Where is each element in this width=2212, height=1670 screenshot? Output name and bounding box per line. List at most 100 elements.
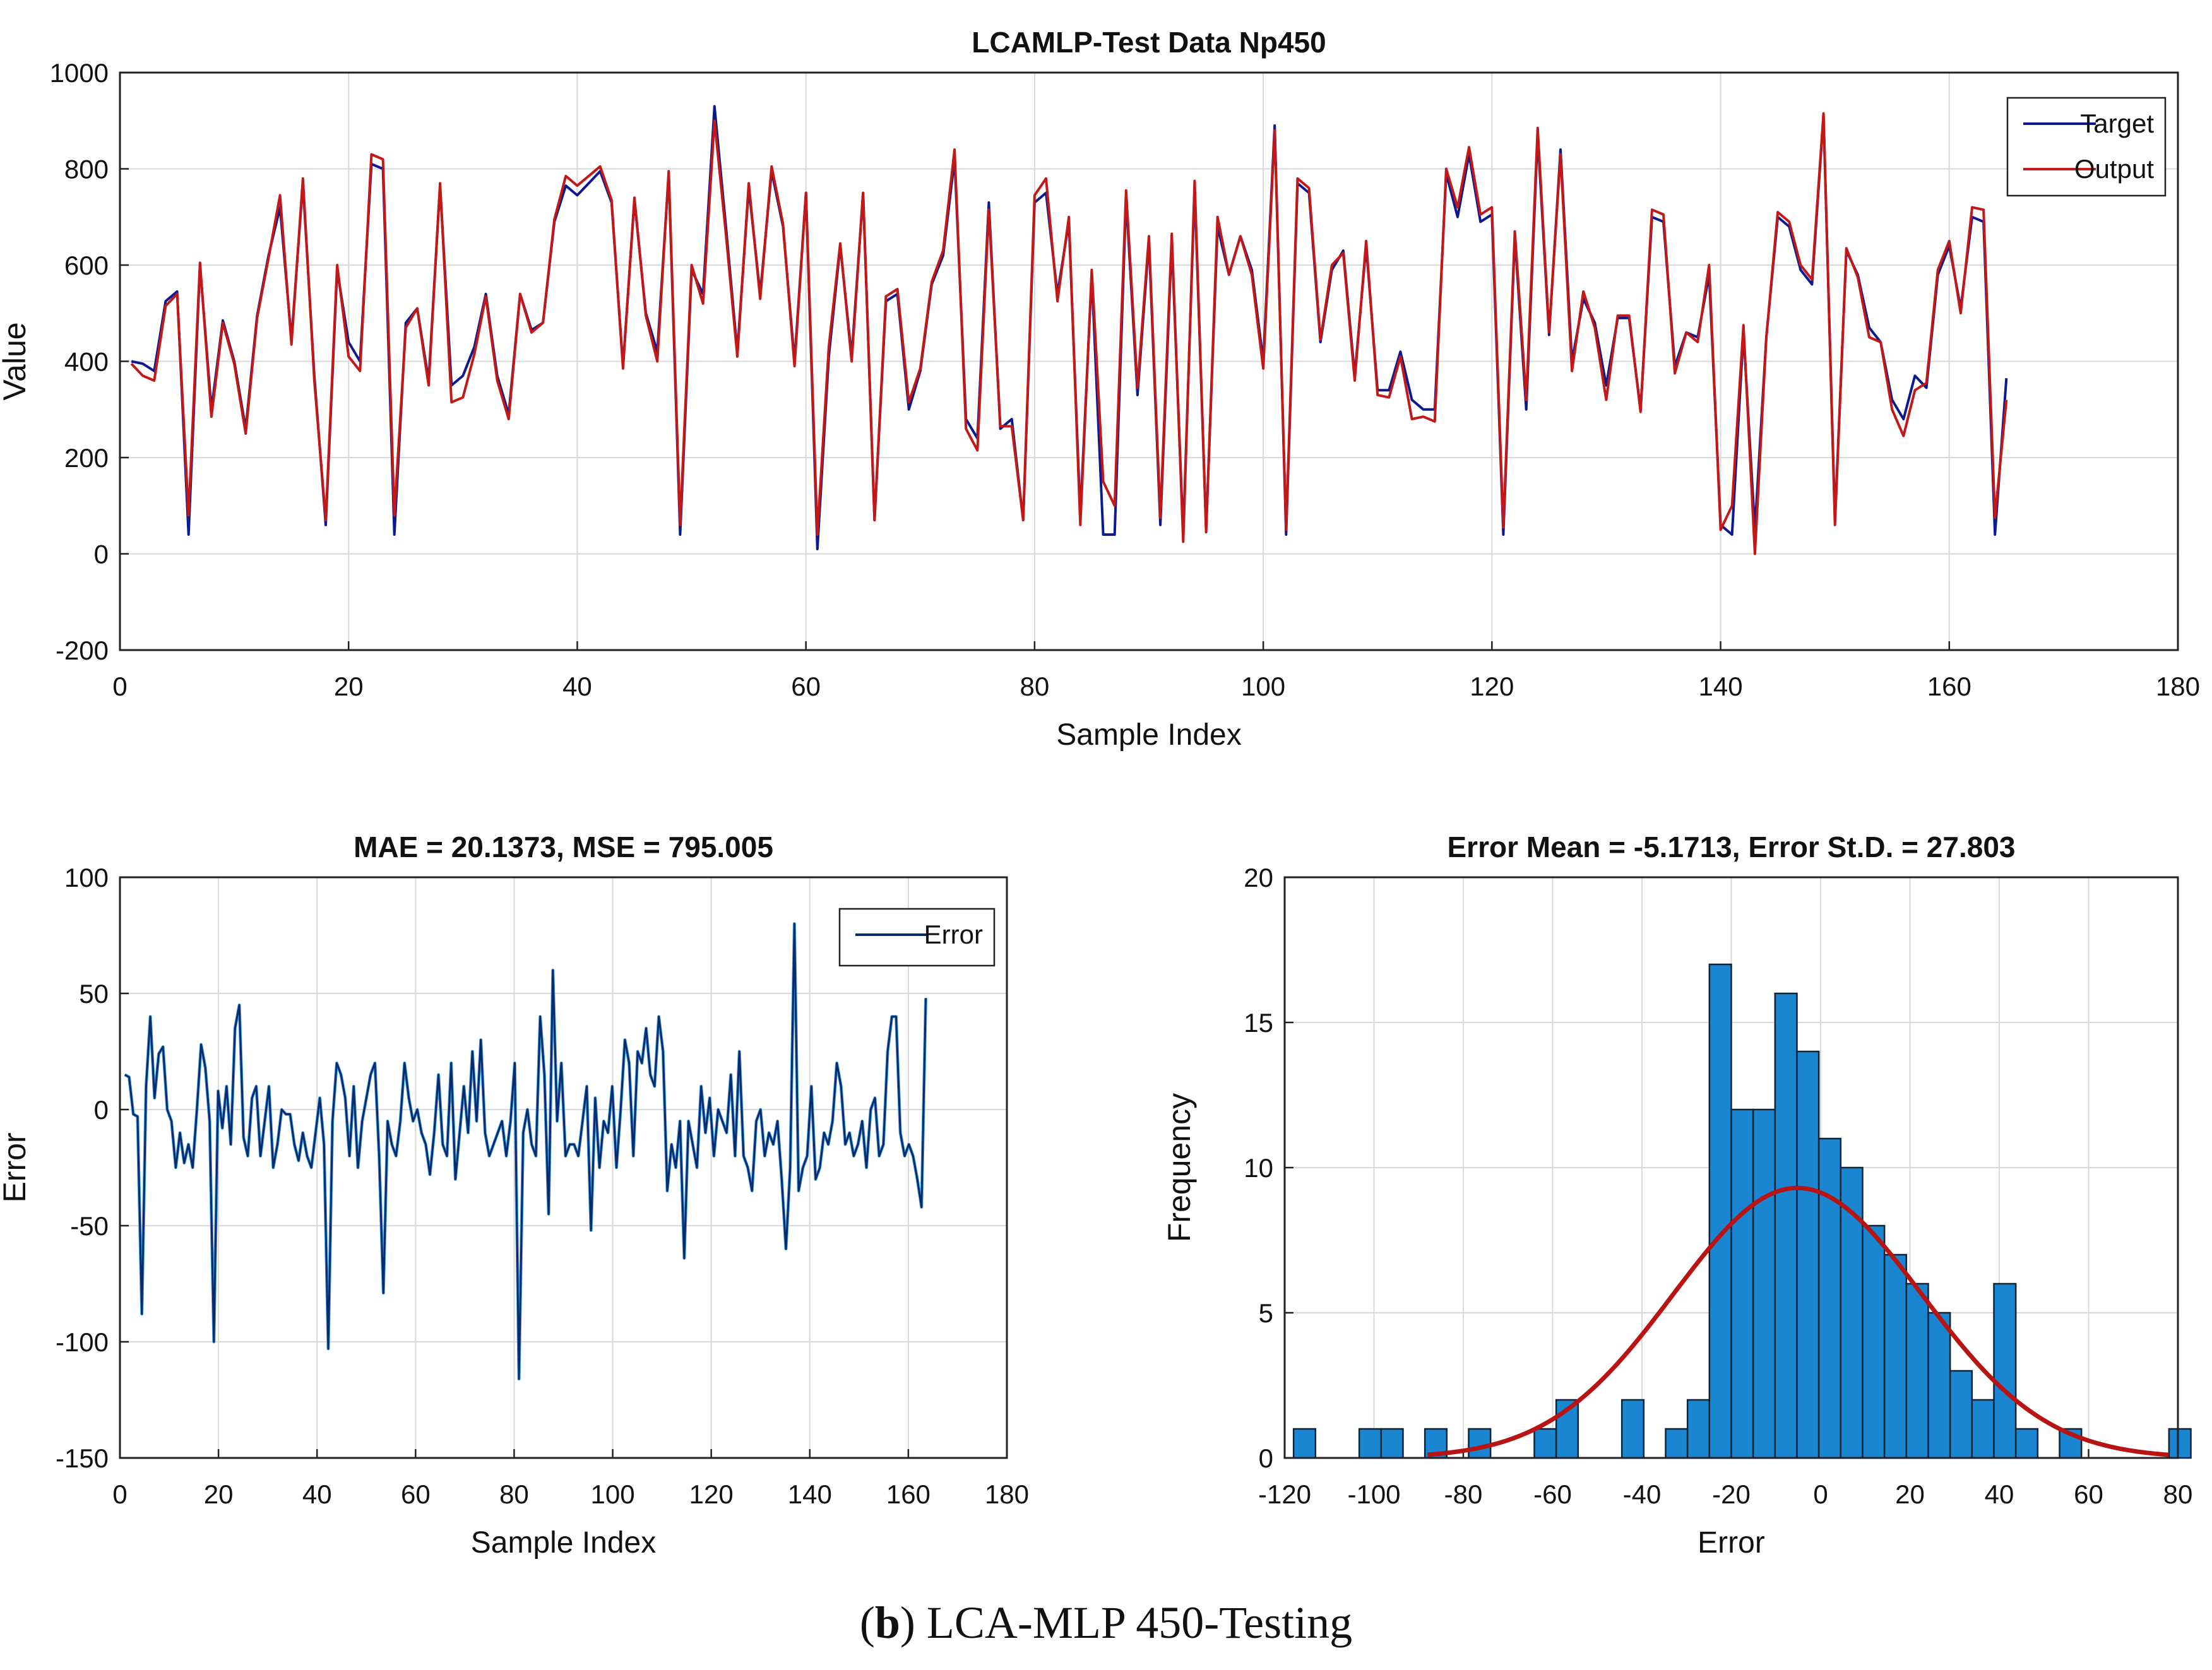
hist-chart-bar (1752, 1108, 1776, 1459)
error-chart-ytick-label: 50 (79, 979, 109, 1009)
hist-chart-xtick-label: -40 (1623, 1479, 1662, 1509)
hist-chart-xtick-label: 60 (2074, 1479, 2103, 1509)
hist-chart-ytick-label: 0 (1259, 1443, 1273, 1473)
caption-text: LCA-MLP 450-Testing (926, 1597, 1353, 1648)
hist-chart-xtick-label: 80 (2163, 1479, 2193, 1509)
hist-chart-bar (1358, 1428, 1382, 1459)
hist-chart-xtick-label: 20 (1895, 1479, 1925, 1509)
error-chart-series-error (124, 923, 927, 1380)
error-chart-ytick-label: 0 (94, 1095, 109, 1125)
figure-caption: (b) LCA-MLP 450-Testing (859, 1597, 1353, 1648)
error-chart-title: MAE = 20.1373, MSE = 795.005 (354, 831, 773, 863)
caption-label: b (874, 1597, 900, 1648)
hist-chart-bar (1468, 1428, 1492, 1459)
top-chart-xtick-label: 40 (562, 672, 592, 701)
error-chart-xlabel: Sample Index (471, 1526, 657, 1560)
hist-chart-xtick-label: -80 (1444, 1479, 1483, 1509)
top-chart-legend-box (2006, 97, 2167, 197)
top-chart-ytick-label: 800 (64, 155, 109, 184)
error-chart-xtick-label: 180 (985, 1479, 1029, 1509)
error-chart-ytick-label: 100 (64, 863, 109, 892)
hist-chart-bar (1708, 963, 1732, 1459)
hist-chart-bar (1380, 1428, 1404, 1459)
error-chart-ytick-label: -100 (56, 1327, 109, 1357)
top-chart-ytick-label: 600 (64, 251, 109, 280)
hist-chart-ytick-label: 15 (1244, 1008, 1273, 1038)
top-chart-xtick-label: 140 (1699, 672, 1743, 701)
hist-chart-bar (1686, 1399, 1711, 1459)
error-chart-ytick-label: -50 (70, 1211, 109, 1241)
error-chart-xtick-label: 160 (886, 1479, 931, 1509)
error-chart-legend: Error (838, 908, 996, 967)
hist-chart-bar (1774, 992, 1798, 1459)
hist-chart-xtick-label: 0 (1813, 1479, 1828, 1509)
top-chart-xlabel: Sample Index (1056, 718, 1242, 752)
hist-chart-bar (1730, 1108, 1754, 1459)
error-chart-xtick-label: 40 (302, 1479, 332, 1509)
hist-chart-bar (1862, 1224, 1886, 1459)
top-chart-legend-label-output: Output (2074, 154, 2154, 184)
hist-chart-bar (1971, 1399, 1995, 1459)
hist-chart-bar (1840, 1166, 1864, 1459)
hist-chart-xtick-label: 40 (1985, 1479, 2014, 1509)
hist-chart-ylabel: Frequency (1162, 1093, 1197, 1242)
hist-chart-xlabel: Error (1698, 1526, 1765, 1560)
top-chart-ytick-label: -200 (56, 636, 109, 665)
hist-chart-bar (1796, 1050, 1820, 1459)
error-chart-axes: 0 20 40 60 80 100 120 140 160 180 -150 -100 -50 0 50 10… (0, 831, 1029, 1560)
top-chart-xtick-label: 120 (1470, 672, 1514, 701)
hist-chart-bar (1993, 1282, 2017, 1459)
top-chart-frame (119, 71, 2179, 651)
top-chart-ylabel: Value (0, 322, 32, 400)
top-chart-ytick-label: 200 (64, 443, 109, 473)
error-chart-legend-label-error: Error (924, 920, 983, 949)
hist-chart-bar (1533, 1428, 1557, 1459)
error-chart-ylabel: Error (0, 1132, 32, 1202)
hist-chart-bar (1905, 1282, 1929, 1459)
hist-chart-xtick-label: -120 (1258, 1479, 1311, 1509)
hist-chart-bar (2168, 1428, 2192, 1459)
top-chart-legend: Target Output (2006, 97, 2167, 197)
error-chart-frame (119, 876, 1008, 1459)
error-chart-xtick-label: 100 (591, 1479, 635, 1509)
hist-chart-bar (1883, 1253, 1908, 1459)
top-chart-xtick-label: 100 (1241, 672, 1285, 701)
hist-chart-bar (1949, 1370, 1973, 1459)
top-chart-title: LCAMLP-Test Data Np450 (972, 26, 1326, 59)
hist-chart-bar (1620, 1399, 1645, 1459)
top-chart-xtick-label: 0 (112, 672, 127, 701)
top-chart-series-output (130, 112, 2008, 555)
error-chart-xtick-label: 0 (112, 1479, 127, 1509)
top-chart-ytick-label: 400 (64, 347, 109, 377)
hist-chart-xtick-label: -20 (1712, 1479, 1751, 1509)
top-chart-xtick-label: 180 (2156, 672, 2200, 701)
hist-chart-bar (1292, 1428, 1317, 1459)
hist-chart-xtick-label: -60 (1533, 1479, 1572, 1509)
top-chart-xtick-label: 160 (1927, 672, 1971, 701)
hist-chart-bar (1817, 1137, 1842, 1459)
error-chart-xtick-label: 140 (788, 1479, 832, 1509)
hist-chart-bar (1665, 1428, 1689, 1459)
error-chart-legend-box (838, 908, 996, 967)
top-chart-xtick-label: 20 (334, 672, 364, 701)
top-chart-legend-label-target: Target (2080, 109, 2154, 138)
top-chart-ytick-label: 1000 (50, 58, 109, 88)
hist-chart-bar (2014, 1428, 2039, 1459)
error-chart-ytick-label: -150 (56, 1443, 109, 1473)
hist-chart-ytick-label: 20 (1244, 863, 1273, 892)
hist-chart-frame (1283, 876, 2179, 1459)
hist-chart-ytick-label: 5 (1259, 1298, 1273, 1328)
error-chart-xtick-label: 120 (689, 1479, 734, 1509)
error-chart-xtick-label: 60 (401, 1479, 431, 1509)
hist-chart-xtick-label: -100 (1347, 1479, 1400, 1509)
hist-chart-normal-fit (1427, 1185, 2170, 1457)
top-chart-axes: 0 20 40 60 80 100 120 140 160 180-200020040060080… (0, 26, 2200, 752)
error-chart-xtick-label: 80 (499, 1479, 529, 1509)
hist-chart-title: Error Mean = -5.1713, Error St.D. = 27.8… (1447, 831, 2015, 863)
hist-chart-bar (1927, 1312, 1951, 1459)
top-chart-xtick-label: 60 (791, 672, 821, 701)
error-chart-plot-area (120, 877, 1007, 1458)
top-chart-xtick-label: 80 (1020, 672, 1050, 701)
top-chart-ytick-label: 0 (94, 540, 109, 569)
